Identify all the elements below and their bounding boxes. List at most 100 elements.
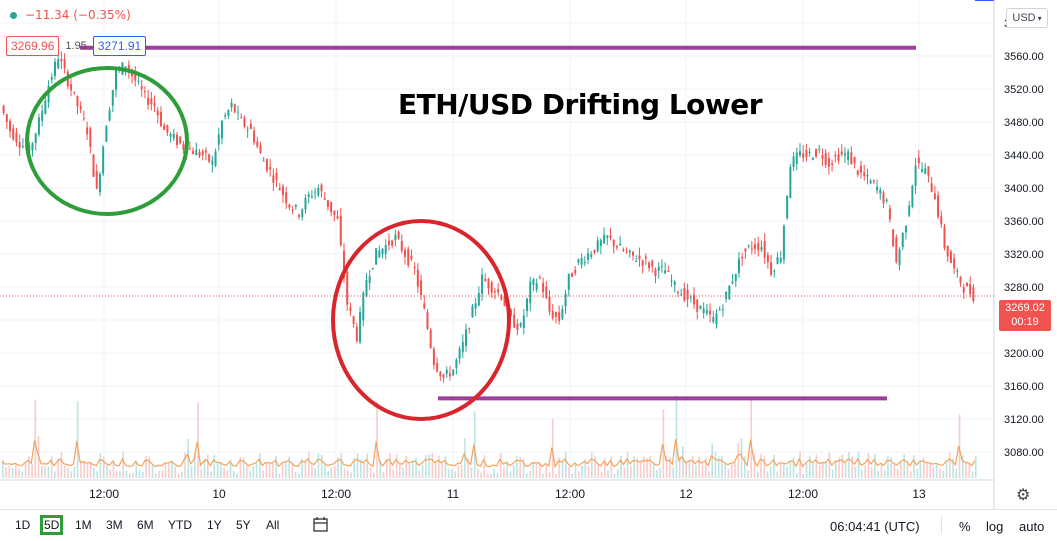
candle-body bbox=[159, 111, 162, 126]
volume-bar bbox=[945, 460, 948, 478]
range-ytd-button[interactable]: YTD bbox=[168, 518, 192, 532]
range-5y-button[interactable]: 5Y bbox=[236, 518, 251, 532]
volume-bar bbox=[480, 472, 482, 478]
candle-body bbox=[436, 363, 439, 372]
buy-button[interactable]: 3271.91 bbox=[92, 36, 147, 56]
volume-bar bbox=[568, 466, 570, 478]
volume-bar bbox=[262, 470, 264, 478]
volume-bar bbox=[395, 454, 398, 478]
volume-bar bbox=[265, 462, 268, 478]
volume-bar bbox=[444, 456, 447, 478]
volume-bar bbox=[464, 438, 466, 478]
volume-bar bbox=[587, 465, 590, 478]
candle-body bbox=[811, 158, 814, 160]
volume-bar bbox=[135, 460, 138, 478]
date-range-icon[interactable] bbox=[312, 517, 330, 536]
volume-bar bbox=[288, 456, 290, 478]
candle-body bbox=[204, 150, 207, 153]
volume-bar bbox=[659, 467, 661, 478]
candle-body bbox=[320, 184, 323, 192]
candle-body bbox=[298, 214, 301, 217]
volume-bar bbox=[610, 456, 613, 478]
candle-body bbox=[904, 225, 907, 233]
candle-body bbox=[413, 266, 416, 269]
volume-bar bbox=[24, 462, 27, 478]
volume-bar bbox=[646, 458, 648, 478]
log-toggle[interactable]: log bbox=[986, 519, 1004, 534]
volume-bar bbox=[909, 471, 912, 478]
candle-body bbox=[750, 248, 753, 250]
candle-body bbox=[969, 284, 972, 295]
range-1m-button[interactable]: 1M bbox=[75, 518, 92, 532]
range-all-button[interactable]: All bbox=[266, 518, 280, 532]
volume-ma-line bbox=[1, 438, 976, 469]
clock-time[interactable]: 06:04:41 (UTC) bbox=[830, 519, 920, 534]
candle-body bbox=[394, 234, 397, 241]
candle-body bbox=[439, 371, 442, 377]
volume-bar bbox=[896, 469, 899, 478]
candle-body bbox=[619, 243, 622, 246]
volume-bar bbox=[929, 463, 932, 478]
volume-bar bbox=[799, 452, 801, 478]
candle-body bbox=[798, 151, 801, 156]
volume-bar bbox=[613, 473, 616, 478]
candle-body bbox=[79, 106, 82, 110]
volume-bar bbox=[203, 458, 206, 478]
candle-body bbox=[522, 315, 525, 329]
volume-bar bbox=[340, 453, 343, 478]
candle-body bbox=[362, 292, 365, 321]
price-tick-label: 3320.00 bbox=[1004, 249, 1044, 261]
range-1y-button[interactable]: 1Y bbox=[207, 518, 222, 532]
candle-body bbox=[137, 80, 140, 82]
volume-bar bbox=[607, 470, 609, 478]
volume-bar bbox=[883, 469, 886, 478]
auto-toggle[interactable]: auto bbox=[1019, 519, 1045, 534]
candle-body bbox=[243, 117, 246, 127]
volume-bar bbox=[63, 465, 66, 478]
volume-bar bbox=[620, 455, 622, 478]
volume-bar bbox=[441, 463, 443, 478]
chart-canvas[interactable]: 3080.003120.003160.003200.003240.003280.… bbox=[0, 0, 1057, 510]
candle-body bbox=[262, 160, 265, 162]
volume-bar bbox=[591, 452, 593, 478]
time-tick-label: 12 bbox=[679, 487, 693, 501]
candle-body bbox=[548, 296, 551, 312]
volume-bar bbox=[21, 471, 24, 478]
range-1d-button[interactable]: 1D bbox=[15, 518, 31, 532]
candle-body bbox=[448, 373, 451, 377]
volume-bar bbox=[916, 469, 919, 478]
volume-bar bbox=[558, 457, 561, 478]
volume-bar bbox=[623, 467, 626, 478]
gear-icon[interactable]: ⚙ bbox=[1016, 487, 1031, 504]
candle-body bbox=[50, 77, 53, 80]
candle-body bbox=[516, 323, 519, 330]
volume-bar bbox=[233, 470, 235, 478]
candle-body bbox=[924, 168, 927, 174]
volume-bar bbox=[893, 464, 896, 478]
percent-toggle[interactable]: % bbox=[959, 519, 971, 534]
currency-selector[interactable]: USD ▾ bbox=[1006, 8, 1048, 28]
volume-bar bbox=[685, 462, 687, 478]
candle-body bbox=[805, 149, 808, 157]
range-3m-button[interactable]: 3M bbox=[106, 518, 123, 532]
volume-bar bbox=[67, 467, 69, 478]
sell-button[interactable]: 3269.96 bbox=[6, 36, 60, 56]
candle-body bbox=[468, 328, 471, 330]
candle-body bbox=[381, 248, 384, 255]
candle-body bbox=[237, 111, 240, 113]
candle-body bbox=[673, 281, 676, 286]
volume-bar bbox=[496, 472, 499, 478]
candle-body bbox=[834, 155, 837, 157]
range-6m-button[interactable]: 6M bbox=[137, 518, 154, 532]
volume-bar bbox=[148, 456, 151, 478]
volume-bar bbox=[141, 471, 144, 478]
volume-bar bbox=[906, 460, 909, 478]
candle-body bbox=[314, 191, 317, 193]
candle-body bbox=[240, 117, 243, 119]
candle-body bbox=[404, 249, 407, 257]
candle-body bbox=[718, 309, 721, 311]
volume-bar bbox=[597, 465, 600, 478]
candle-body bbox=[423, 303, 426, 309]
volume-bar bbox=[83, 460, 85, 478]
range-5d-button[interactable]: 5D bbox=[40, 515, 64, 535]
